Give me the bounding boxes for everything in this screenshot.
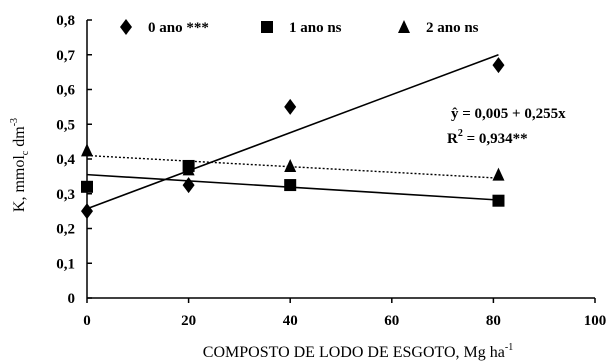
y-tick-label: 0,7 [56, 48, 75, 64]
y-tick-label: 0,8 [56, 13, 75, 29]
data-points [81, 57, 505, 220]
point-square-4 [492, 194, 505, 207]
r-squared: R2 = 0,934** [447, 128, 528, 147]
point-triangle-3 [284, 158, 297, 172]
regression-equation: ŷ = 0,005 + 0,255x [451, 106, 566, 122]
y-ticks: 0 0,1 0,2 0,3 0,4 0,5 0,6 0,7 0,8 [56, 13, 92, 307]
point-square-1 [81, 180, 93, 193]
x-axis-title: COMPOSTO DE LODO DE ESGOTO, Mg ha-1 [203, 342, 513, 361]
x-tick-label: 0 [83, 313, 91, 329]
x-tick-label: 60 [384, 313, 399, 329]
x-tick-label: 40 [283, 313, 298, 329]
legend-label: 2 ano ns [426, 20, 479, 36]
point-triangle-2 [182, 162, 195, 176]
y-tick-label: 0,5 [56, 117, 75, 133]
y-tick-label: 0,1 [56, 256, 75, 272]
y-tick-label: 0 [68, 291, 76, 307]
legend-label: 1 ano ns [289, 20, 342, 36]
legend-marker-diamond [120, 19, 132, 35]
point-diamond-1 [81, 203, 93, 220]
point-diamond-2 [182, 177, 195, 194]
trendline-1 [86, 54, 499, 210]
trendline-3 [86, 154, 499, 179]
y-axis-title: K, mmolc dm-3 [9, 118, 31, 212]
legend-marker-triangle [398, 20, 410, 33]
x-tick-label: 20 [181, 313, 196, 329]
legend: 0 ano *** 1 ano ns 2 ano ns [120, 19, 479, 36]
y-tick-label: 0,2 [56, 222, 75, 238]
point-square-3 [284, 179, 297, 192]
x-tick-label: 100 [584, 313, 607, 329]
y-tick-label: 0,4 [56, 152, 75, 168]
point-diamond-3 [284, 98, 297, 115]
point-triangle-1 [81, 143, 93, 157]
legend-label: 0 ano *** [148, 20, 209, 36]
x-ticks: 0 20 40 60 80 100 [83, 298, 606, 329]
x-tick-label: 80 [486, 313, 501, 329]
legend-marker-square [261, 21, 273, 33]
y-tick-label: 0,3 [56, 187, 75, 203]
axes [86, 20, 595, 299]
point-triangle-4 [492, 167, 505, 181]
point-diamond-4 [492, 57, 505, 74]
y-tick-label: 0,6 [56, 83, 75, 99]
